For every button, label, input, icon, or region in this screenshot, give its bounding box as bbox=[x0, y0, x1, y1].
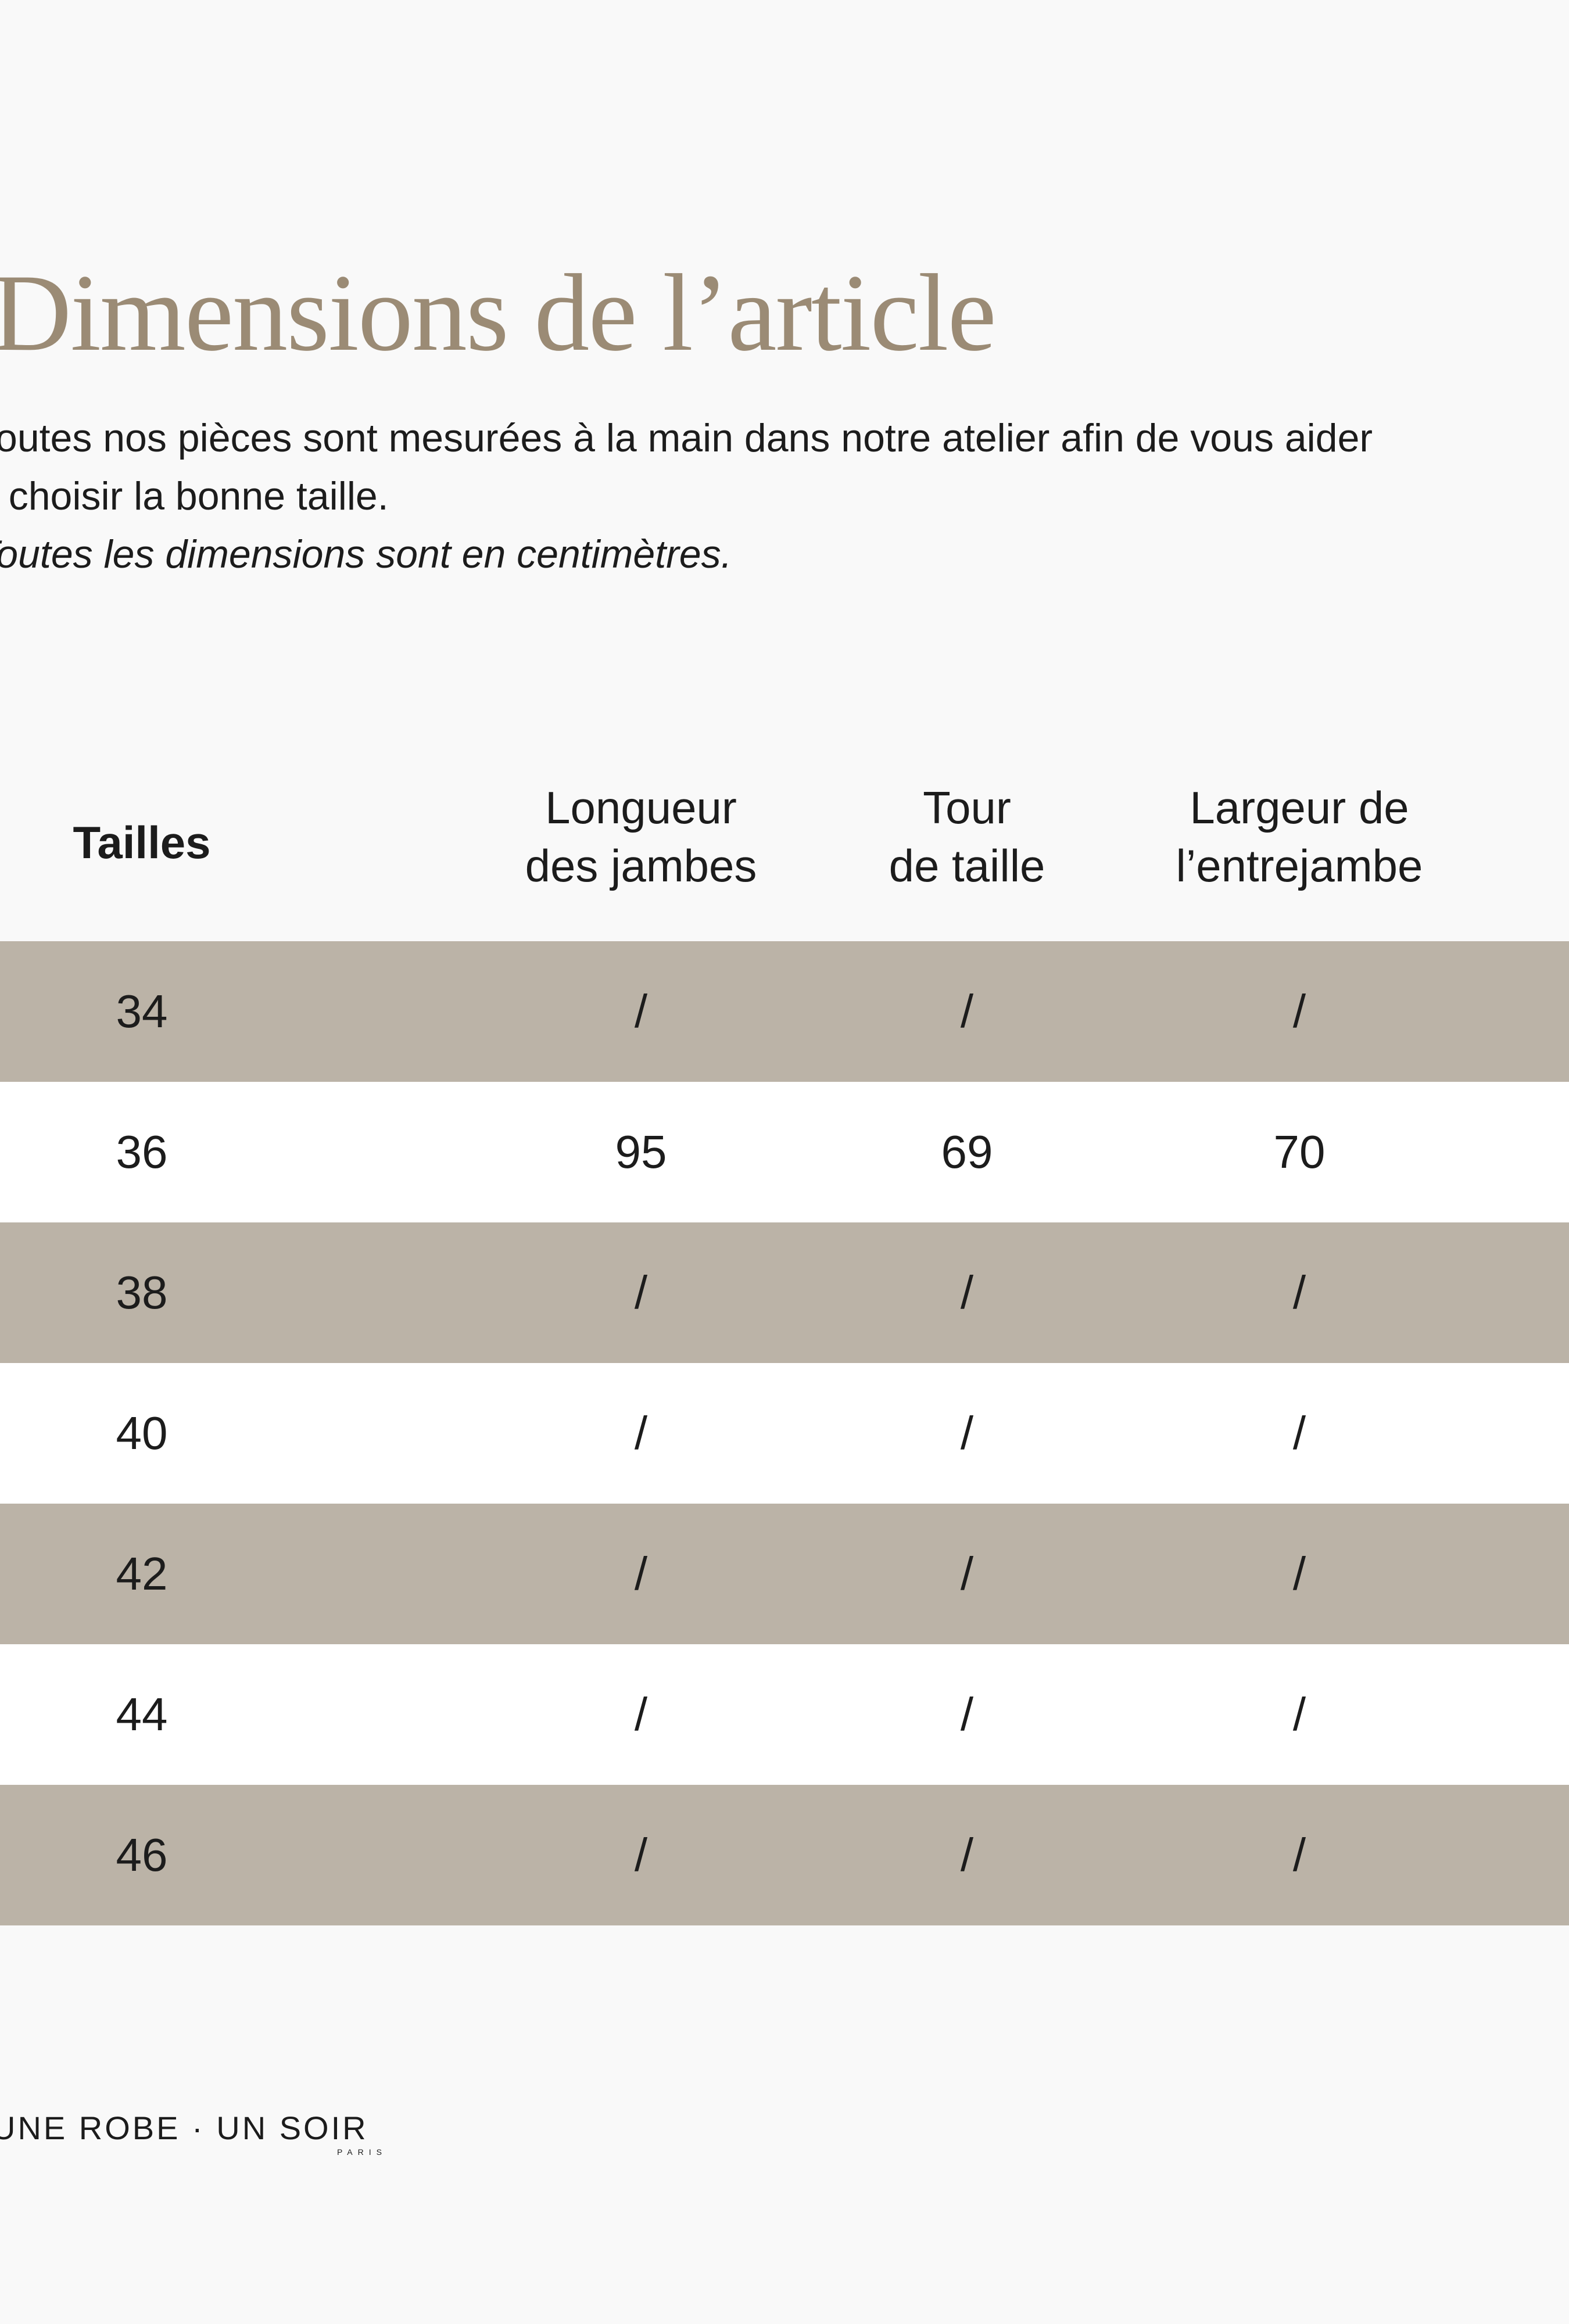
table-cell: 42 bbox=[116, 1548, 168, 1599]
header-line: des jambes bbox=[525, 840, 757, 891]
header-line: l’entrejambe bbox=[1176, 840, 1423, 891]
table-cell: / bbox=[1292, 1829, 1306, 1881]
table-row: 40 / / / bbox=[0, 1363, 1569, 1504]
table-cell: 34 bbox=[116, 985, 168, 1037]
header-line: de taille bbox=[889, 840, 1045, 891]
table-cell: / bbox=[634, 1688, 648, 1740]
table-cell: / bbox=[960, 1267, 974, 1318]
table-cell: / bbox=[960, 1407, 974, 1459]
table-cell: / bbox=[634, 1267, 648, 1318]
intro-note: Toutes les dimensions sont en centimètre… bbox=[0, 532, 732, 576]
table-cell: 40 bbox=[116, 1407, 168, 1459]
table-cell: / bbox=[960, 1688, 974, 1740]
table-cell: / bbox=[1292, 985, 1306, 1037]
table-row: 44 / / / bbox=[0, 1644, 1569, 1785]
table-row: 34 / / / bbox=[0, 941, 1569, 1082]
table-cell: 38 bbox=[116, 1267, 168, 1318]
column-header: Tour de taille bbox=[889, 779, 1045, 895]
table-cell: / bbox=[634, 1407, 648, 1459]
table-cell: / bbox=[1292, 1548, 1306, 1599]
header-line: Tailles bbox=[73, 817, 211, 868]
table-cell: / bbox=[1292, 1688, 1306, 1740]
table-row: 46 / / / bbox=[0, 1785, 1569, 1925]
brand-city: PARIS bbox=[337, 2147, 387, 2157]
column-header: Largeur de l’entrejambe bbox=[1176, 779, 1423, 895]
table-cell: 44 bbox=[116, 1688, 168, 1740]
brand-logo: UNE ROBE · UN SOIR bbox=[0, 2110, 368, 2146]
table-cell: 69 bbox=[941, 1126, 993, 1178]
intro-line: à choisir la bonne taille. bbox=[0, 474, 389, 518]
table-cell: / bbox=[634, 1829, 648, 1881]
table-cell: 36 bbox=[116, 1126, 168, 1178]
table-row: 42 / / / bbox=[0, 1504, 1569, 1644]
table-cell: / bbox=[1292, 1267, 1306, 1318]
table-row: 36 95 69 70 bbox=[0, 1082, 1569, 1222]
header-line: Largeur de bbox=[1190, 782, 1409, 833]
table-cell: 46 bbox=[116, 1829, 168, 1881]
table-cell: / bbox=[960, 985, 974, 1037]
table-row: 38 / / / bbox=[0, 1222, 1569, 1363]
table-cell: 95 bbox=[615, 1126, 667, 1178]
table-cell: / bbox=[960, 1548, 974, 1599]
table-cell: / bbox=[634, 1548, 648, 1599]
intro-line: Toutes nos pièces sont mesurées à la mai… bbox=[0, 416, 1373, 460]
column-header: Longueur des jambes bbox=[525, 779, 757, 895]
table-cell: / bbox=[1292, 1407, 1306, 1459]
header-line: Longueur bbox=[545, 782, 737, 833]
header-line: Tour bbox=[923, 782, 1011, 833]
page-title: Dimensions de l’article bbox=[0, 252, 997, 374]
table-cell: / bbox=[960, 1829, 974, 1881]
table-cell: 70 bbox=[1273, 1126, 1326, 1178]
table-cell: / bbox=[634, 985, 648, 1037]
column-header: Tailles bbox=[73, 813, 210, 871]
